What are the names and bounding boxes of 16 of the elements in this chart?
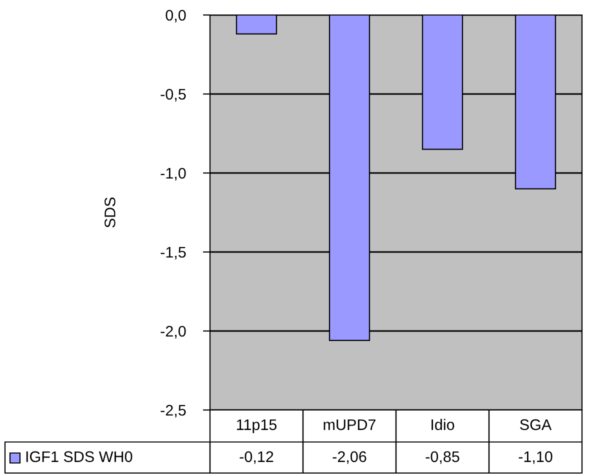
data-label: -0,85 [426,451,460,464]
x-tick-label: SGA [520,419,552,430]
data-label: -1,10 [518,451,552,464]
y-tick-label: -1,0 [160,168,186,180]
x-tick-label: mUPD7 [324,419,376,430]
legend-label: IGF1 SDS WH0 [26,451,132,462]
x-tick-label: 11p15 [236,419,277,434]
y-tick-label: -0,5 [160,88,186,102]
y-tick-label: -2,0 [160,326,186,338]
y-axis-title: SDS [104,197,116,228]
y-tick-label: -2,5 [160,404,186,418]
y-tick-label: 0,0 [166,10,186,22]
y-tick-label: -1,5 [160,247,186,260]
x-tick-label: Idio [432,418,454,430]
data-label: -0,12 [240,451,274,464]
data-label: -2,06 [332,451,366,464]
